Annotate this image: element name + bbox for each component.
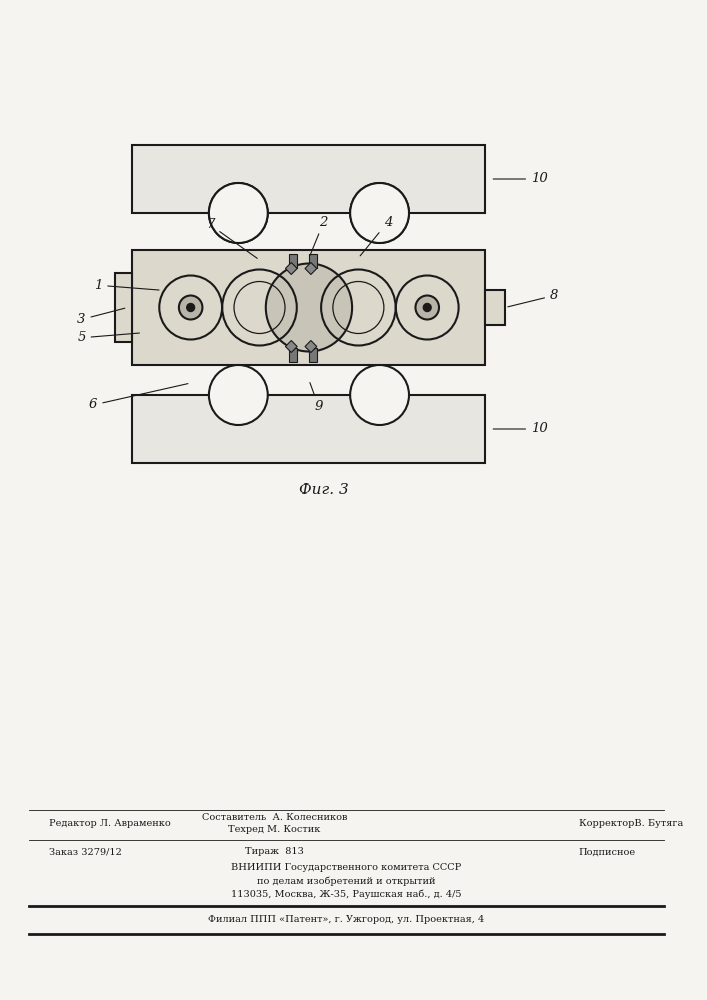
Polygon shape xyxy=(305,262,317,274)
Text: 10: 10 xyxy=(493,422,548,436)
Bar xyxy=(486,290,505,325)
Bar xyxy=(132,395,486,463)
Text: 113035, Москва, Ж-35, Раушская наб., д. 4/5: 113035, Москва, Ж-35, Раушская наб., д. … xyxy=(231,889,462,899)
Polygon shape xyxy=(286,340,297,353)
Text: Составитель  А. Колесников: Составитель А. Колесников xyxy=(202,812,347,822)
Text: КорректорВ. Бутяга: КорректорВ. Бутяга xyxy=(578,818,683,828)
Bar xyxy=(309,348,317,361)
Bar xyxy=(289,253,297,267)
Text: 9: 9 xyxy=(310,383,323,414)
Text: Тираж  813: Тираж 813 xyxy=(245,848,304,856)
Text: ВНИИПИ Государственного комитета СССР: ВНИИПИ Государственного комитета СССР xyxy=(231,863,462,872)
Text: 10: 10 xyxy=(493,172,548,186)
Circle shape xyxy=(350,183,409,243)
Circle shape xyxy=(266,263,352,352)
Circle shape xyxy=(423,304,431,312)
Polygon shape xyxy=(305,340,317,353)
Bar xyxy=(132,250,486,365)
Text: 5: 5 xyxy=(77,331,139,344)
Circle shape xyxy=(416,296,439,320)
Circle shape xyxy=(179,296,202,320)
Text: 4: 4 xyxy=(360,216,392,256)
Circle shape xyxy=(209,183,268,243)
Text: по делам изобретений и открытий: по делам изобретений и открытий xyxy=(257,876,436,886)
Text: 3: 3 xyxy=(77,308,125,326)
Bar xyxy=(115,273,132,342)
Text: 2: 2 xyxy=(310,216,328,255)
Text: 6: 6 xyxy=(89,384,188,412)
Text: Редактор Л. Авраменко: Редактор Л. Авраменко xyxy=(49,818,171,828)
Circle shape xyxy=(187,304,194,312)
Text: Филиал ППП «Патент», г. Ужгород, ул. Проектная, 4: Филиал ППП «Патент», г. Ужгород, ул. Про… xyxy=(208,916,484,924)
Text: Подписное: Подписное xyxy=(578,848,636,856)
Text: Фиг. 3: Фиг. 3 xyxy=(299,483,349,497)
Text: 7: 7 xyxy=(206,219,257,258)
Bar xyxy=(309,253,317,267)
Text: 8: 8 xyxy=(508,289,559,307)
Text: 1: 1 xyxy=(94,279,159,292)
Circle shape xyxy=(350,183,409,243)
Text: Техред М. Костик: Техред М. Костик xyxy=(228,826,321,834)
Circle shape xyxy=(209,365,268,425)
Bar xyxy=(289,348,297,361)
Circle shape xyxy=(209,183,268,243)
Circle shape xyxy=(350,365,409,425)
Polygon shape xyxy=(286,262,297,274)
Bar xyxy=(132,145,486,213)
Text: Заказ 3279/12: Заказ 3279/12 xyxy=(49,848,122,856)
